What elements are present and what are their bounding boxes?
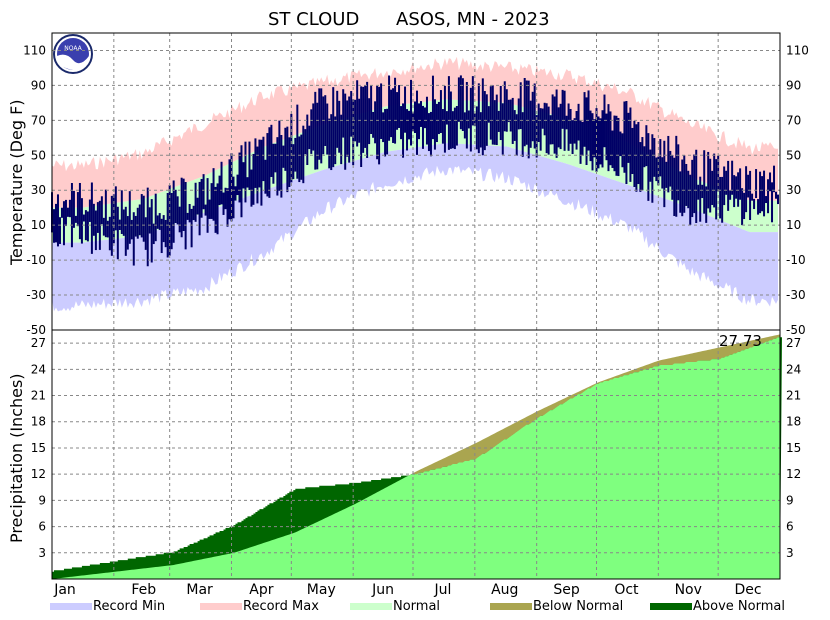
precip-tick-left: 3: [38, 546, 46, 560]
precip-tick-left: 21: [31, 389, 46, 403]
precip-tick-right: 12: [786, 467, 801, 481]
grid-lines: [52, 33, 780, 579]
temp-tick-left: 90: [31, 78, 46, 92]
legend-label: Normal: [393, 599, 440, 614]
axes: 110 110 90 90 70 70 50 50 30 30 10 10 -10 -10 -30 -30 -5…: [23, 32, 809, 598]
precip-tick-left: 6: [38, 520, 46, 534]
month-label: Jul: [433, 582, 451, 598]
legend-swatch: [200, 603, 242, 610]
precip-tick-right: 15: [786, 441, 801, 455]
precip-total-label: 27.73: [719, 332, 762, 350]
precip-tick-left: 9: [38, 493, 46, 507]
legend-swatch: [490, 603, 532, 610]
legend-label: Record Max: [243, 599, 319, 614]
month-label: Mar: [186, 582, 213, 598]
temp-tick-left: -30: [26, 288, 46, 302]
month-label: Jan: [53, 582, 76, 598]
month-label: Nov: [675, 582, 702, 598]
month-label: Apr: [249, 582, 273, 598]
precip-tick-right: 3: [786, 546, 794, 560]
temp-tick-right: -50: [786, 323, 806, 337]
month-label: Sep: [553, 582, 580, 598]
temp-tick-left: -10: [26, 253, 46, 267]
month-label: Aug: [491, 582, 518, 598]
temp-tick-left: 70: [31, 113, 46, 127]
precip-tick-left: 27: [31, 336, 46, 350]
precip-tick-right: 6: [786, 520, 794, 534]
temp-tick-right: 90: [786, 78, 801, 92]
temp-tick-left: -50: [26, 323, 46, 337]
temp-tick-left: 50: [31, 148, 46, 162]
precip-tick-right: 21: [786, 389, 801, 403]
plot-frame: [51, 32, 781, 580]
chart-title-rest: ASOS, MN - 2023: [396, 9, 550, 30]
month-label: Jun: [371, 582, 394, 598]
precip-tick-left: 15: [31, 441, 46, 455]
precipitation-axis-label: Precipitation (Inches): [7, 373, 26, 543]
precip-tick-left: 24: [31, 362, 46, 376]
month-label: Oct: [614, 582, 639, 598]
precip-tick-left: 12: [31, 467, 46, 481]
month-label: Dec: [735, 582, 762, 598]
temp-tick-right: 10: [786, 218, 801, 232]
precip-tick-right: 27: [786, 336, 801, 350]
legend-swatch: [50, 603, 92, 610]
temperature-panel: [51, 56, 780, 312]
temp-tick-right: -30: [786, 288, 806, 302]
precip-tick-left: 18: [31, 415, 46, 429]
noaa-logo-icon: NOAA: [53, 34, 93, 74]
temp-tick-left: 10: [31, 218, 46, 232]
logo-text: NOAA: [64, 45, 82, 52]
legend-swatch: [650, 603, 692, 610]
legend-label: Above Normal: [693, 599, 785, 614]
temp-tick-right: 30: [786, 183, 801, 197]
month-label: May: [307, 582, 336, 598]
legend-label: Record Min: [93, 599, 165, 614]
precip-tick-right: 24: [786, 362, 801, 376]
month-label: Feb: [131, 582, 156, 598]
temp-tick-left: 110: [23, 43, 46, 57]
temp-tick-right: 110: [786, 43, 809, 57]
legend-label: Below Normal: [533, 599, 623, 614]
observed-precip-area: [52, 337, 780, 579]
precip-tick-right: 18: [786, 415, 801, 429]
temperature-axis-label: Temperature (Deg F): [7, 99, 26, 266]
temp-tick-right: 70: [786, 113, 801, 127]
temp-tick-left: 30: [31, 183, 46, 197]
chart-title-station: ST CLOUD: [268, 9, 359, 30]
temp-tick-right: 50: [786, 148, 801, 162]
temp-tick-right: -10: [786, 253, 806, 267]
legend-swatch: [350, 603, 392, 610]
precip-tick-right: 9: [786, 493, 794, 507]
precipitation-panel: [52, 334, 782, 579]
legend: Record Min Record Max Normal Below Normal Ab…: [50, 599, 785, 614]
